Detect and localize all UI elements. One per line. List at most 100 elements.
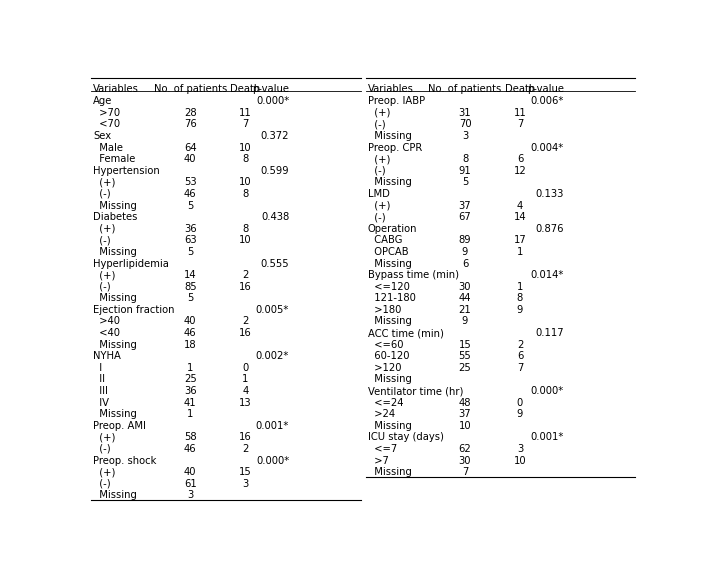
Text: 0: 0	[517, 398, 523, 408]
Text: 8: 8	[462, 154, 468, 164]
Text: (-): (-)	[93, 189, 111, 199]
Text: >180: >180	[368, 305, 401, 315]
Text: 5: 5	[187, 247, 194, 257]
Text: Variables: Variables	[93, 84, 139, 94]
Text: 76: 76	[184, 119, 196, 130]
Text: 85: 85	[184, 282, 196, 292]
Text: 0.004*: 0.004*	[530, 142, 564, 153]
Text: Missing: Missing	[93, 490, 137, 500]
Text: 9: 9	[462, 247, 468, 257]
Text: >40: >40	[93, 317, 120, 327]
Text: 41: 41	[184, 398, 196, 408]
Text: 8: 8	[242, 154, 248, 164]
Text: >120: >120	[368, 363, 401, 373]
Text: 40: 40	[184, 154, 196, 164]
Text: (+): (+)	[368, 154, 390, 164]
Text: Preop. CPR: Preop. CPR	[368, 142, 422, 153]
Text: 40: 40	[184, 467, 196, 477]
Text: 0: 0	[242, 363, 248, 373]
Text: 0.133: 0.133	[535, 189, 564, 199]
Text: ACC time (min): ACC time (min)	[368, 328, 444, 338]
Text: 89: 89	[459, 235, 471, 245]
Text: 1: 1	[517, 282, 523, 292]
Text: 0.014*: 0.014*	[530, 270, 564, 280]
Text: Preop. IABP: Preop. IABP	[368, 96, 425, 106]
Text: 0.000*: 0.000*	[256, 456, 289, 466]
Text: 8: 8	[242, 223, 248, 234]
Text: 37: 37	[459, 409, 471, 419]
Text: 64: 64	[184, 142, 196, 153]
Text: 25: 25	[184, 375, 196, 384]
Text: 9: 9	[517, 409, 523, 419]
Text: 58: 58	[184, 433, 196, 442]
Text: 1: 1	[517, 247, 523, 257]
Text: 0.000*: 0.000*	[256, 96, 289, 106]
Text: (+): (+)	[93, 223, 116, 234]
Text: 36: 36	[184, 223, 196, 234]
Text: Missing: Missing	[93, 409, 137, 419]
Text: 1: 1	[187, 363, 194, 373]
Text: 7: 7	[242, 119, 248, 130]
Text: 1: 1	[187, 409, 194, 419]
Text: 0.005*: 0.005*	[256, 305, 289, 315]
Text: Missing: Missing	[368, 421, 412, 431]
Text: 2: 2	[242, 270, 248, 280]
Text: (-): (-)	[368, 212, 386, 222]
Text: 0.001*: 0.001*	[256, 421, 289, 431]
Text: >70: >70	[93, 108, 120, 118]
Text: (-): (-)	[93, 479, 111, 489]
Text: 6: 6	[517, 351, 523, 361]
Text: (-): (-)	[368, 119, 386, 130]
Text: 7: 7	[517, 363, 523, 373]
Text: Missing: Missing	[93, 200, 137, 211]
Text: Missing: Missing	[368, 467, 412, 477]
Text: 9: 9	[462, 317, 468, 327]
Text: 3: 3	[462, 131, 468, 141]
Text: 6: 6	[462, 258, 468, 269]
Text: Diabetes: Diabetes	[93, 212, 138, 222]
Text: 30: 30	[459, 456, 471, 466]
Text: IV: IV	[93, 398, 109, 408]
Text: 11: 11	[513, 108, 526, 118]
Text: 9: 9	[517, 305, 523, 315]
Text: 25: 25	[459, 363, 471, 373]
Text: 3: 3	[242, 479, 248, 489]
Text: 46: 46	[184, 328, 196, 338]
Text: 4: 4	[517, 200, 523, 211]
Text: 15: 15	[459, 340, 471, 350]
Text: No. of patients: No. of patients	[428, 84, 502, 94]
Text: Hypertension: Hypertension	[93, 166, 160, 176]
Text: Male: Male	[93, 142, 123, 153]
Text: Female: Female	[93, 154, 135, 164]
Text: 6: 6	[517, 154, 523, 164]
Text: <=120: <=120	[368, 282, 410, 292]
Text: Death: Death	[230, 84, 260, 94]
Text: 1: 1	[242, 375, 248, 384]
Text: 21: 21	[459, 305, 471, 315]
Text: Missing: Missing	[93, 247, 137, 257]
Text: CABG: CABG	[368, 235, 402, 245]
Text: II: II	[93, 375, 105, 384]
Text: 0.372: 0.372	[261, 131, 289, 141]
Text: 121-180: 121-180	[368, 294, 415, 303]
Text: 0.002*: 0.002*	[256, 351, 289, 361]
Text: 10: 10	[239, 177, 252, 188]
Text: 0.000*: 0.000*	[530, 386, 564, 396]
Text: 44: 44	[459, 294, 471, 303]
Text: 30: 30	[459, 282, 471, 292]
Text: (+): (+)	[93, 433, 116, 442]
Text: 31: 31	[459, 108, 471, 118]
Text: <=60: <=60	[368, 340, 403, 350]
Text: 0.555: 0.555	[261, 258, 289, 269]
Text: 28: 28	[184, 108, 196, 118]
Text: Missing: Missing	[368, 258, 412, 269]
Text: <40: <40	[93, 328, 120, 338]
Text: Ventilator time (hr): Ventilator time (hr)	[368, 386, 463, 396]
Text: 0.876: 0.876	[535, 223, 564, 234]
Text: I: I	[93, 363, 102, 373]
Text: 46: 46	[184, 444, 196, 454]
Text: p-value: p-value	[252, 84, 289, 94]
Text: 63: 63	[184, 235, 196, 245]
Text: Missing: Missing	[368, 375, 412, 384]
Text: LMD: LMD	[368, 189, 390, 199]
